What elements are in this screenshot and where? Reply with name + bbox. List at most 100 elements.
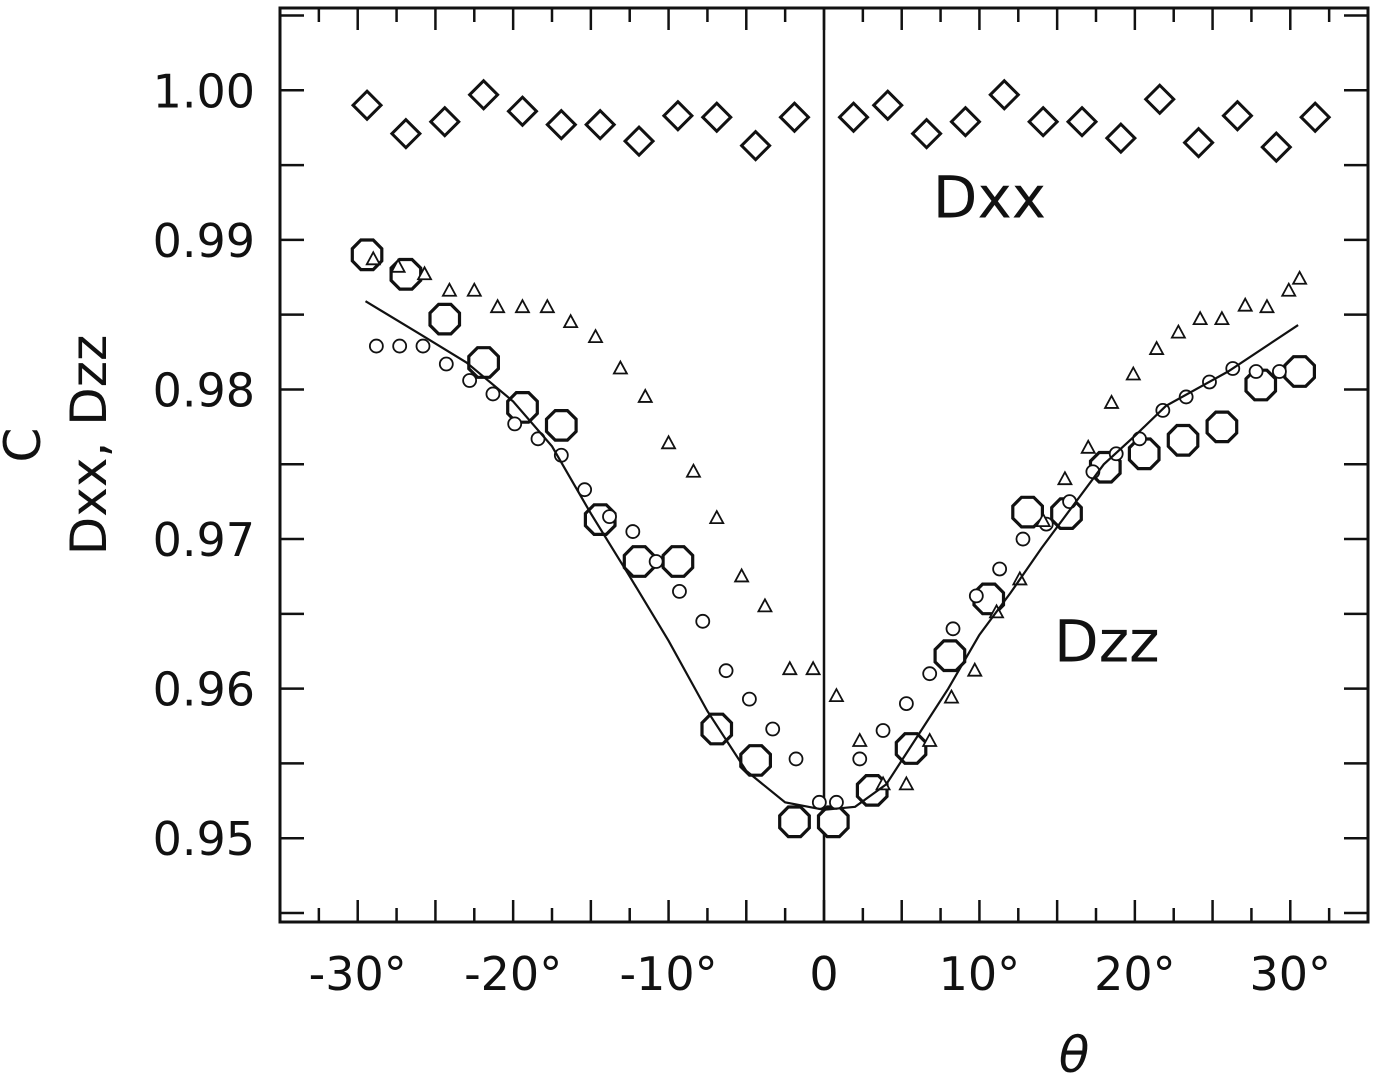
diamond-point <box>389 117 423 150</box>
large-circle-point <box>544 409 578 442</box>
small-circle-point <box>718 663 734 679</box>
x-tick-label: -10° <box>620 947 718 1001</box>
diamond-point <box>1221 99 1254 132</box>
small-circle-point <box>1272 364 1287 379</box>
diamond-point <box>778 101 811 134</box>
triangle-point <box>1258 298 1275 314</box>
diamond-point <box>1143 83 1176 116</box>
triangle-point <box>805 660 822 676</box>
triangle-point <box>390 257 407 273</box>
small-circle-point <box>507 416 523 432</box>
small-circle-point <box>898 696 914 711</box>
diamond-point <box>506 95 539 128</box>
diamond-point <box>622 125 656 158</box>
x-tick-label: 0 <box>809 947 838 1001</box>
series-annotation: Dxx <box>933 163 1046 231</box>
triangle-point <box>1237 296 1254 312</box>
series-annotation: Dzz <box>1054 608 1160 676</box>
triangle-point <box>1170 323 1187 339</box>
triangle-point <box>441 281 458 297</box>
triangle-point <box>1213 310 1230 326</box>
triangle-point <box>587 328 604 343</box>
triangle-point <box>943 688 960 704</box>
small-circle-point <box>811 794 827 810</box>
large-circle-point <box>1205 410 1239 444</box>
diamond-point <box>988 78 1021 111</box>
x-tick-label: 20° <box>1094 947 1176 1001</box>
small-circle-point <box>875 723 891 738</box>
large-circle-point <box>622 545 656 578</box>
small-circle-point <box>968 588 984 604</box>
data-series <box>350 78 1332 839</box>
triangle-point <box>733 567 750 583</box>
small-circle-point <box>788 751 804 767</box>
triangle-point <box>898 775 915 791</box>
triangle-point <box>489 298 506 314</box>
diamond-point <box>428 105 461 138</box>
small-circle-point <box>438 356 454 372</box>
triangle-point <box>921 732 938 747</box>
x-tick-label: 10° <box>939 947 1021 1001</box>
y-axis-title-line: Dxx, Dzz <box>60 335 118 555</box>
series-line <box>364 300 1299 811</box>
large-circle-point <box>1011 495 1045 529</box>
triangle-point <box>466 281 483 297</box>
triangle-point <box>1103 394 1120 409</box>
large-circle-point <box>739 744 773 777</box>
large-circle-point <box>1166 423 1200 457</box>
diamond-point <box>949 105 982 138</box>
large-circle-point <box>933 639 967 673</box>
diamond-point <box>350 89 384 122</box>
large-circle-point <box>894 732 928 765</box>
diamond-point <box>1065 105 1099 138</box>
small-circle-point <box>462 373 478 388</box>
series-large-circle <box>350 238 1317 839</box>
triangle-point <box>1192 310 1209 326</box>
large-circle-point <box>1283 355 1317 388</box>
small-circle-point <box>829 794 844 810</box>
series-small-circle <box>368 338 1287 810</box>
small-circle-point <box>485 386 501 402</box>
triangle-point <box>562 313 579 329</box>
diamond-point <box>1182 126 1215 159</box>
triangle-point <box>1035 512 1052 527</box>
triangle-point <box>1280 281 1297 297</box>
x-tick-label: -20° <box>464 947 562 1001</box>
small-circle-point <box>741 691 757 707</box>
large-circle-point <box>816 805 850 839</box>
small-circle-point <box>852 751 868 767</box>
diamond-point <box>584 108 617 141</box>
triangle-point <box>685 462 702 478</box>
triangle-point <box>539 298 556 314</box>
diamond-point <box>1104 122 1137 155</box>
axis-labels: -30° -20° -10° 0 10° 20° 30° 1.00 0.99 0.98 0.97 0.… <box>0 64 1331 1084</box>
small-circle-point <box>1062 494 1077 510</box>
small-circle-point <box>625 524 641 539</box>
diamond-point <box>467 78 500 111</box>
small-circle-point <box>945 621 961 637</box>
small-circle-point <box>695 613 711 629</box>
diamond-point <box>1299 101 1332 134</box>
triangle-point <box>828 687 845 703</box>
triangle-point <box>966 661 983 677</box>
triangle-point <box>612 359 629 375</box>
y-tick-label: 0.99 <box>153 214 255 268</box>
diamond-point <box>837 101 870 134</box>
triangle-point <box>1056 470 1073 486</box>
x-tick-label: 30° <box>1250 947 1332 1001</box>
axis-ticks <box>280 8 1368 922</box>
diamond-point <box>1027 105 1060 138</box>
triangle-point <box>514 298 531 314</box>
x-tick-label: -30° <box>309 947 407 1001</box>
triangle-point <box>416 265 433 281</box>
triangle-point <box>365 250 382 266</box>
y-tick-label: 0.98 <box>153 363 255 417</box>
large-circle-point <box>778 805 811 839</box>
triangle-point <box>1148 340 1165 355</box>
large-circle-point <box>506 391 539 424</box>
triangle-point <box>1080 438 1097 454</box>
large-circle-point <box>467 346 500 379</box>
small-circle-point <box>648 554 664 569</box>
triangle-point <box>781 660 798 676</box>
